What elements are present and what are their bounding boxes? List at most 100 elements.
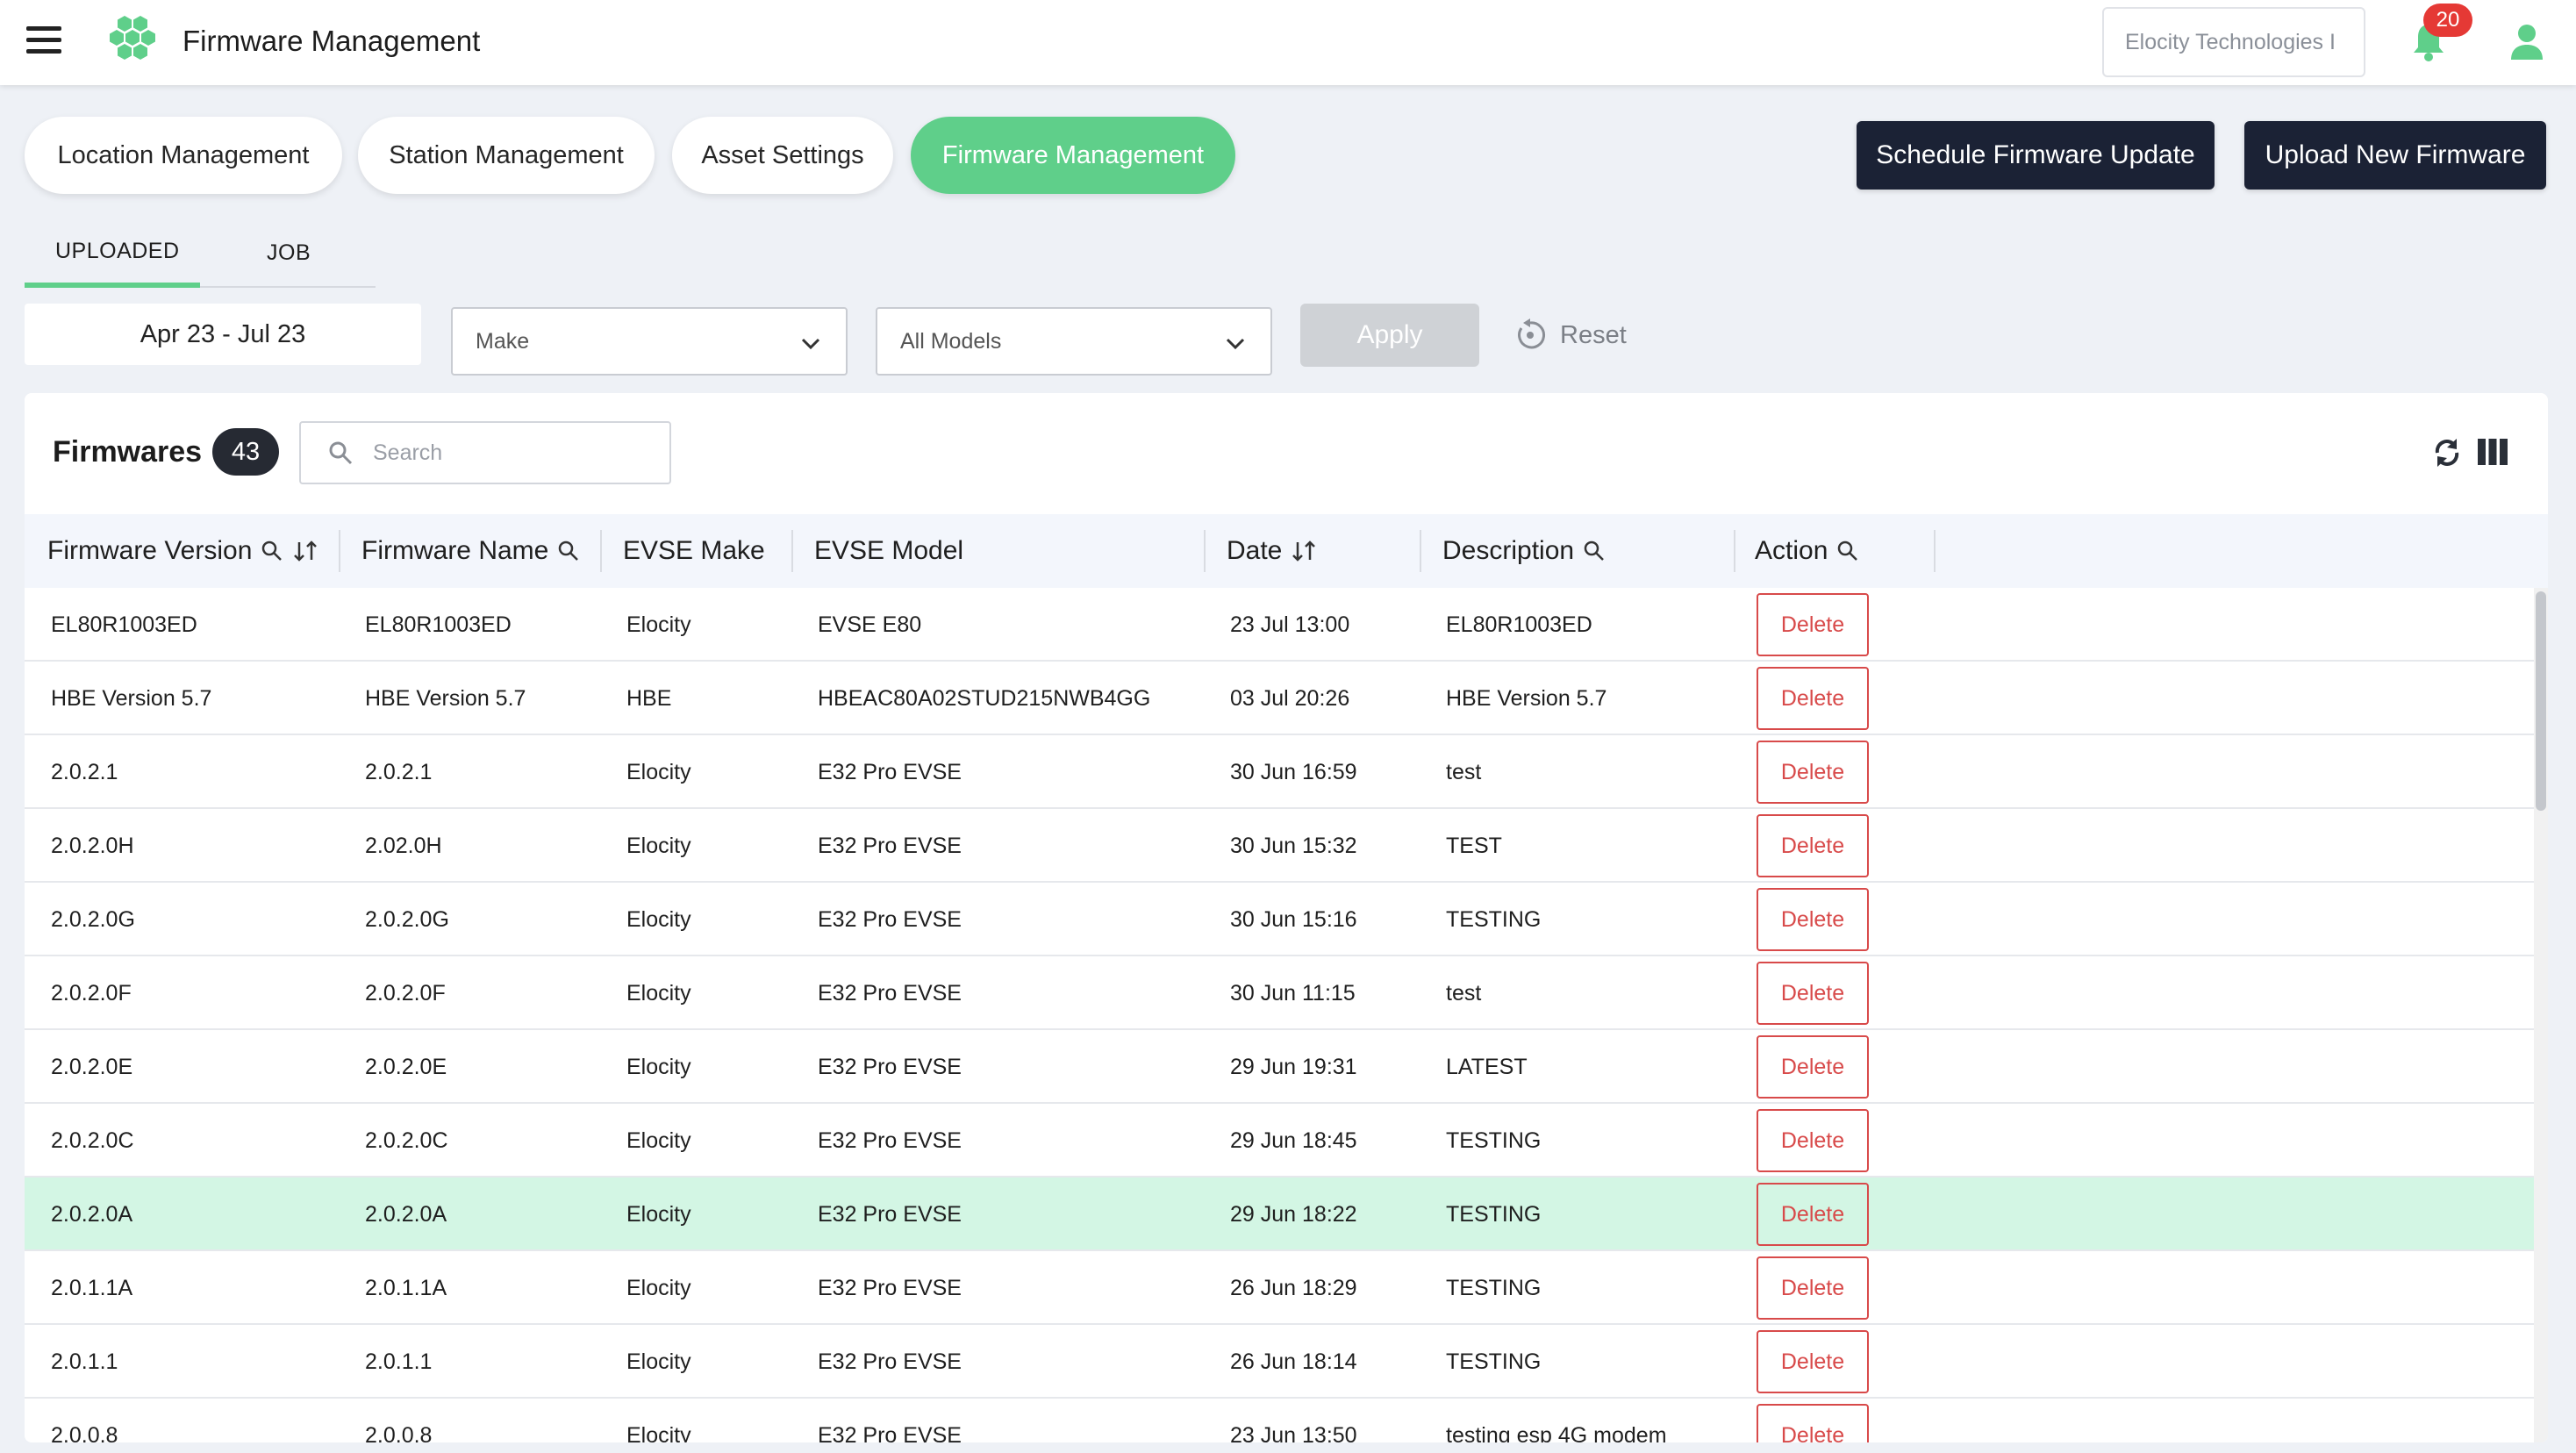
header-label: Firmware Name — [361, 536, 549, 565]
cell-firmware-name: HBE Version 5.7 — [365, 685, 526, 711]
cell-firmware-version: 2.0.2.1 — [51, 759, 118, 784]
cell-description: TESTING — [1446, 1201, 1542, 1227]
column-separator — [1934, 530, 1936, 572]
search-input[interactable] — [373, 440, 636, 466]
menu-icon[interactable] — [26, 26, 65, 58]
table-row[interactable]: EL80R1003ED EL80R1003ED Elocity EVSE E80… — [25, 588, 2534, 662]
search-icon[interactable] — [1836, 540, 1859, 562]
reset-label: Reset — [1560, 320, 1627, 349]
delete-button[interactable]: Delete — [1757, 1109, 1869, 1172]
cell-evse-model: E32 Pro EVSE — [818, 1422, 962, 1443]
header-label: Description — [1442, 536, 1575, 565]
search-icon[interactable] — [1583, 540, 1606, 562]
delete-button[interactable]: Delete — [1757, 814, 1869, 877]
tab-station-management[interactable]: Station Management — [358, 117, 655, 194]
delete-button[interactable]: Delete — [1757, 1404, 1869, 1442]
table-row[interactable]: 2.0.2.0G 2.0.2.0G Elocity E32 Pro EVSE 3… — [25, 883, 2534, 956]
columns-icon[interactable] — [2478, 439, 2508, 465]
column-separator — [791, 530, 793, 572]
organization-selector[interactable]: Elocity Technologies I — [2102, 7, 2365, 77]
header-description[interactable]: Description — [1442, 514, 1606, 588]
table-body: EL80R1003ED EL80R1003ED Elocity EVSE E80… — [25, 588, 2534, 1442]
column-separator — [1420, 530, 1421, 572]
table-row[interactable]: 2.0.2.0C 2.0.2.0C Elocity E32 Pro EVSE 2… — [25, 1104, 2534, 1177]
cell-firmware-version: 2.0.0.8 — [51, 1422, 118, 1443]
header-action[interactable]: Action — [1755, 514, 1859, 588]
cell-description: TESTING — [1446, 1127, 1542, 1153]
date-range-picker[interactable]: Apr 23 - Jul 23 — [25, 304, 421, 365]
header-firmware-version[interactable]: Firmware Version — [47, 514, 318, 588]
delete-button[interactable]: Delete — [1757, 593, 1869, 656]
delete-button[interactable]: Delete — [1757, 1330, 1869, 1393]
table-row[interactable]: 2.0.1.1A 2.0.1.1A Elocity E32 Pro EVSE 2… — [25, 1251, 2534, 1325]
search-icon[interactable] — [261, 540, 283, 562]
make-select[interactable]: Make — [451, 307, 848, 376]
cell-evse-model: E32 Pro EVSE — [818, 1275, 962, 1300]
sort-icon[interactable] — [292, 540, 318, 562]
make-select-value: Make — [476, 328, 530, 354]
header-label: Date — [1227, 536, 1283, 565]
column-separator — [339, 530, 340, 572]
header-evse-model: EVSE Model — [814, 514, 963, 588]
delete-button[interactable]: Delete — [1757, 888, 1869, 951]
table-row[interactable]: 2.0.2.0F 2.0.2.0F Elocity E32 Pro EVSE 3… — [25, 956, 2534, 1030]
reset-button[interactable]: Reset — [1513, 314, 1627, 356]
upload-new-firmware-button[interactable]: Upload New Firmware — [2244, 121, 2546, 190]
cell-firmware-name: 2.0.2.0E — [365, 1054, 447, 1079]
cell-date: 29 Jun 19:31 — [1230, 1054, 1357, 1079]
header-date[interactable]: Date — [1227, 514, 1317, 588]
table-row[interactable]: HBE Version 5.7 HBE Version 5.7 HBE HBEA… — [25, 662, 2534, 735]
cell-date: 30 Jun 11:15 — [1230, 980, 1356, 1006]
table-row[interactable]: 2.0.0.8 2.0.0.8 Elocity E32 Pro EVSE 23 … — [25, 1399, 2534, 1442]
cell-firmware-name: 2.0.1.1 — [365, 1349, 433, 1374]
delete-button[interactable]: Delete — [1757, 667, 1869, 730]
tab-uploaded[interactable]: UPLOADED — [55, 239, 180, 263]
firmwares-card: Firmwares 43 Firmware Version Firmware N… — [25, 393, 2548, 1442]
cell-date: 23 Jul 13:00 — [1230, 612, 1350, 637]
cell-firmware-version: HBE Version 5.7 — [51, 685, 212, 711]
delete-button[interactable]: Delete — [1757, 741, 1869, 804]
cell-evse-model: E32 Pro EVSE — [818, 906, 962, 932]
cell-firmware-version: EL80R1003ED — [51, 612, 197, 637]
search-icon[interactable] — [557, 540, 580, 562]
cell-firmware-name: 2.0.2.0C — [365, 1127, 448, 1153]
cell-evse-make: Elocity — [626, 1275, 691, 1300]
cell-evse-model: E32 Pro EVSE — [818, 759, 962, 784]
cell-evse-model: E32 Pro EVSE — [818, 980, 962, 1006]
tab-firmware-management[interactable]: Firmware Management — [911, 117, 1235, 194]
schedule-firmware-update-button[interactable]: Schedule Firmware Update — [1857, 121, 2215, 190]
delete-button[interactable]: Delete — [1757, 1035, 1869, 1099]
cell-firmware-name: 2.0.0.8 — [365, 1422, 433, 1443]
active-tab-indicator — [25, 283, 200, 288]
cell-firmware-name: 2.0.2.0A — [365, 1201, 447, 1227]
cell-description: LATEST — [1446, 1054, 1528, 1079]
table-row-selected[interactable]: 2.0.2.0A 2.0.2.0A Elocity E32 Pro EVSE 2… — [25, 1177, 2534, 1251]
cell-firmware-name: EL80R1003ED — [365, 612, 512, 637]
cell-evse-make: Elocity — [626, 906, 691, 932]
delete-button[interactable]: Delete — [1757, 1256, 1869, 1320]
refresh-icon[interactable] — [2430, 433, 2464, 472]
model-select[interactable]: All Models — [876, 307, 1272, 376]
cell-evse-make: Elocity — [626, 759, 691, 784]
apply-button[interactable]: Apply — [1300, 304, 1479, 367]
tab-asset-settings[interactable]: Asset Settings — [672, 117, 893, 194]
table-row[interactable]: 2.0.2.1 2.0.2.1 Elocity E32 Pro EVSE 30 … — [25, 735, 2534, 809]
header-firmware-name[interactable]: Firmware Name — [361, 514, 580, 588]
cell-evse-make: Elocity — [626, 833, 691, 858]
table-row[interactable]: 2.0.2.0E 2.0.2.0E Elocity E32 Pro EVSE 2… — [25, 1030, 2534, 1104]
tab-location-management[interactable]: Location Management — [25, 117, 342, 194]
delete-button[interactable]: Delete — [1757, 962, 1869, 1025]
cell-date: 26 Jun 18:14 — [1230, 1349, 1357, 1374]
cell-evse-model: E32 Pro EVSE — [818, 1054, 962, 1079]
table-row[interactable]: 2.0.1.1 2.0.1.1 Elocity E32 Pro EVSE 26 … — [25, 1325, 2534, 1399]
scrollbar-thumb[interactable] — [2536, 591, 2546, 811]
cell-firmware-version: 2.0.2.0G — [51, 906, 135, 932]
delete-button[interactable]: Delete — [1757, 1183, 1869, 1246]
tab-job[interactable]: JOB — [267, 240, 311, 265]
sort-icon[interactable] — [1291, 540, 1317, 562]
cell-firmware-name: 2.02.0H — [365, 833, 442, 858]
cell-description: testing esp 4G modem — [1446, 1422, 1667, 1443]
table-row[interactable]: 2.0.2.0H 2.02.0H Elocity E32 Pro EVSE 30… — [25, 809, 2534, 883]
user-icon[interactable] — [2508, 21, 2546, 63]
cell-evse-model: E32 Pro EVSE — [818, 1201, 962, 1227]
